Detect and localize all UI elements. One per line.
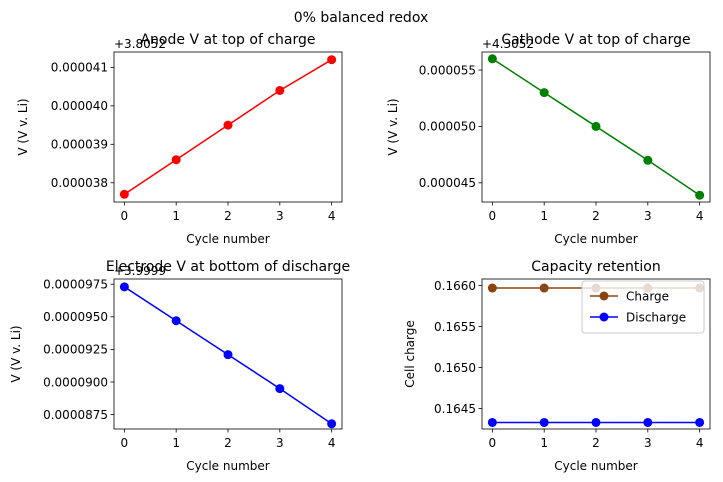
capacity-series-1-point [539,417,549,427]
cathode-ylabel: V (V v. Li) [386,98,400,155]
cathode-ytick-label: 0.000045 [419,176,476,190]
capacity-xtick-label: 1 [540,436,548,450]
capacity-legend-box [581,280,705,334]
electrode-title: Electrode V at bottom of discharge [106,259,350,275]
cathode-ytick-label: 0.000050 [419,120,476,134]
cathode-ytick-label: 0.000055 [419,63,476,77]
electrode-xtick-label: 3 [276,436,284,450]
cathode-title: Cathode V at top of charge [501,32,690,48]
capacity-ytick-label: 0.1660 [434,279,476,293]
cathode-series-0-point [643,155,653,165]
anode-series-0-point [119,189,129,199]
electrode-series-0-point [223,350,233,360]
anode-xtick-label: 1 [172,209,180,223]
electrode-series-0-point [119,282,129,292]
cathode-series-0-point [539,88,549,98]
electrode-series-0-point [275,384,285,394]
capacity-ytick-label: 0.1650 [434,361,476,375]
cathode-xtick-label: 3 [644,209,652,223]
anode-ytick-label: 0.000039 [51,138,108,152]
anode-series-0-point [223,120,233,130]
anode-xtick-label: 4 [328,209,336,223]
cathode-offset-label: +4.3052 [482,37,534,51]
capacity-series-0-point [487,283,497,293]
capacity-chart: Capacity retention Cycle number Cell charg… [403,259,711,473]
cathode-series-0-point [591,121,601,131]
anode-ytick-label: 0.000041 [51,61,108,75]
electrode-chart: Electrode V at bottom of discharge Cycle … [9,259,350,473]
capacity-xtick-label: 0 [489,436,497,450]
cathode-xtick-label: 0 [489,209,497,223]
electrode-ytick-label: 0.0000875 [43,408,108,422]
anode-xtick-label: 0 [121,209,129,223]
anode-offset-label: +3.8052 [114,37,166,51]
capacity-legend-swatch-marker [599,312,609,322]
capacity-legend-label: Charge [626,289,669,303]
electrode-ytick-label: 0.0000900 [43,375,108,389]
anode-ytick-label: 0.000038 [51,176,108,190]
cathode-xtick-label: 4 [696,209,704,223]
cathode-chart: Cathode V at top of charge Cycle number V … [386,32,711,246]
cathode-series-0-point [695,190,705,200]
capacity-legend-label: Discharge [626,310,686,324]
cathode-series-0-point [487,54,497,64]
electrode-ytick-label: 0.0000925 [43,343,108,357]
electrode-ytick-label: 0.0000975 [43,278,108,292]
electrode-series-0-point [171,316,181,326]
anode-xtick-label: 2 [224,209,232,223]
electrode-ylabel: V (V v. Li) [9,325,23,382]
capacity-ytick-label: 0.1655 [434,320,476,334]
capacity-series-1-point [643,417,653,427]
electrode-axes-frame [113,278,343,430]
electrode-ytick-label: 0.0000950 [43,310,108,324]
capacity-xlabel: Cycle number [554,459,638,473]
capacity-xtick-label: 2 [592,436,600,450]
anode-axes-frame [113,51,343,203]
anode-series-0-point [327,55,337,65]
capacity-xtick-label: 4 [696,436,704,450]
electrode-offset-label: +3.9999 [114,264,166,278]
anode-xtick-label: 3 [276,209,284,223]
electrode-xtick-label: 2 [224,436,232,450]
capacity-legend: Charge Discharge [581,280,705,334]
capacity-series-1-point [591,417,601,427]
anode-series-0-point [171,155,181,165]
cathode-xlabel: Cycle number [554,232,638,246]
capacity-ylabel: Cell charge [403,320,417,388]
electrode-xtick-label: 1 [172,436,180,450]
anode-ylabel: V (V v. Li) [16,98,30,155]
anode-chart: Anode V at top of charge Cycle number V (V… [16,32,343,246]
cathode-xtick-label: 1 [540,209,548,223]
capacity-title: Capacity retention [531,259,661,275]
electrode-xtick-label: 0 [121,436,129,450]
capacity-axes-frame [481,278,711,430]
electrode-xtick-label: 4 [328,436,336,450]
electrode-xlabel: Cycle number [186,459,270,473]
anode-series-0-point [275,85,285,95]
cathode-xtick-label: 2 [592,209,600,223]
capacity-series-1-point [695,417,705,427]
capacity-series-1-point [487,417,497,427]
anode-ytick-label: 0.000040 [51,99,108,113]
electrode-series-0-point [327,419,337,429]
anode-title: Anode V at top of charge [140,32,315,48]
capacity-legend-swatch-marker [599,291,609,301]
capacity-ytick-label: 0.1645 [434,402,476,416]
capacity-xtick-label: 3 [644,436,652,450]
capacity-series-0-point [539,283,549,293]
figure-suptitle: 0% balanced redox [294,10,428,26]
anode-xlabel: Cycle number [186,232,270,246]
cathode-axes-frame [481,51,711,203]
